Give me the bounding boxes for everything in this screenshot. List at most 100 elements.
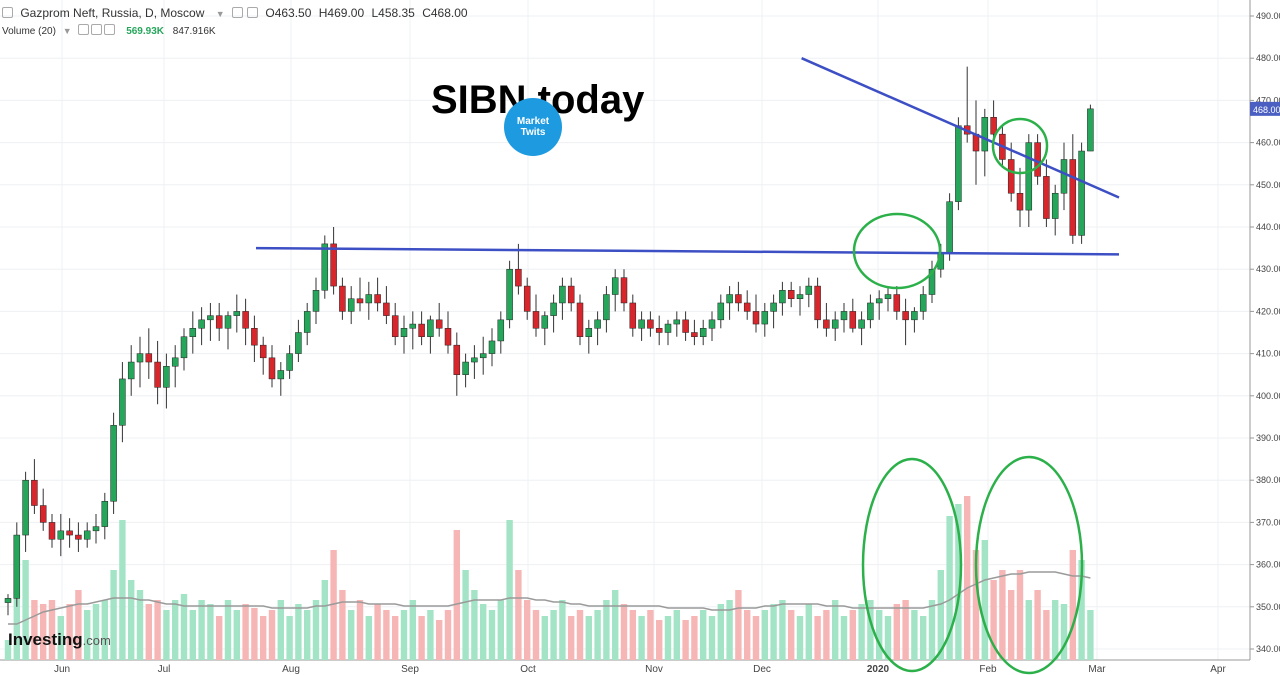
volume-bar [22,560,29,660]
candle-body [479,353,487,359]
close-icon[interactable] [247,7,259,18]
volume-bar [735,590,742,660]
candle-body [233,311,241,316]
candle-body [83,530,91,540]
chart-header: Gazprom Neft, Russia, D, Moscow ▼ O463.5… [2,6,472,20]
volume-bar [321,580,328,660]
volume-bar [796,616,804,660]
candle-body [567,285,575,304]
candle-body [321,243,329,291]
volume-bar [330,550,337,660]
volume-bar [251,608,258,660]
candle-body [515,268,522,287]
volume-bar [788,610,795,660]
collapse-icon[interactable] [2,7,13,18]
candle-body [215,315,223,329]
y-tick-label: 400.00 [1256,391,1280,401]
candle-body [831,319,839,329]
y-tick-label: 420.00 [1256,306,1280,316]
candle-body [735,294,742,304]
volume-bar [1069,550,1076,660]
candle-body [347,298,355,312]
candle-body [154,361,161,388]
volume-bar [524,600,531,660]
volume-bar [48,600,56,660]
candle-body [779,290,786,304]
y-tick-label: 440.00 [1256,222,1280,232]
candle-body [858,319,865,329]
x-tick-label: Jun [54,664,70,675]
volume-bar [832,600,839,660]
candle-body [559,285,566,304]
candle-body [75,534,82,540]
y-tick-label: 470.00 [1256,95,1280,105]
volume-bar [884,616,892,660]
candle-body [919,294,927,312]
volume-bar [128,580,135,660]
volume-bar [119,520,126,660]
y-tick-label: 350.00 [1256,602,1280,612]
candle-body [180,336,188,359]
volume-bar [673,610,680,660]
candle-body [752,311,760,325]
chevron-down-icon[interactable]: ▼ [215,9,225,19]
candle-body [391,315,399,337]
volume-bar [1087,610,1094,660]
candle-body [770,302,777,312]
volume-bar [568,616,575,660]
y-tick-label: 490.00 [1256,11,1280,21]
candle-body [127,361,135,380]
volume-bar [497,600,504,660]
eye-icon[interactable] [78,24,90,35]
candle-body [242,311,249,329]
settings-icon[interactable] [91,24,103,35]
volume-bar [233,610,240,660]
y-tick-label: 360.00 [1256,560,1280,570]
y-tick-label: 410.00 [1256,349,1280,359]
settings-icon[interactable] [232,7,244,18]
candle-body [664,323,672,333]
last-price-label: 468.00 [1253,105,1280,115]
volume-bar [576,610,584,660]
volume-header: Volume (20) ▼ 569.93K 847.916K [2,24,216,37]
volume-bar [550,610,557,660]
volume-bar [814,616,821,660]
volume-bar [805,604,812,660]
volume-bar [75,590,82,660]
volume-bar [462,570,469,660]
volume-bar [453,530,460,660]
volume-bar [638,616,645,660]
volume-bar [849,610,856,660]
candle-body [787,290,795,299]
candle-body [523,285,531,312]
candle-body [189,328,197,337]
volume-bar [717,604,724,660]
candle-body [743,302,751,312]
brand-name: Investing [8,630,83,649]
chevron-down-icon[interactable]: ▼ [62,26,72,36]
candle-body [946,201,953,253]
close-icon[interactable] [104,24,116,35]
candle-body [312,290,320,312]
volume-bar [823,610,830,660]
candle-body [1007,159,1015,194]
candle-body [365,294,373,304]
volume-bar [708,616,716,660]
volume-bar [594,610,601,660]
candle-body [198,319,205,329]
candle-body [823,319,830,329]
volume-bar [180,594,188,660]
x-tick-label: Dec [753,664,771,675]
volume-bar [1016,570,1024,660]
volume-bar [893,604,900,660]
volume-bar [911,610,918,660]
candle-body [717,302,725,321]
volume-bar [972,550,980,660]
volume-bar [339,590,346,660]
volume-bar [1052,600,1059,660]
candle-body [506,268,513,321]
volume-bar [744,610,751,660]
volume-bar [312,600,320,660]
instrument-name: Gazprom Neft, Russia, D, Moscow [20,6,205,20]
candle-body [22,479,29,536]
